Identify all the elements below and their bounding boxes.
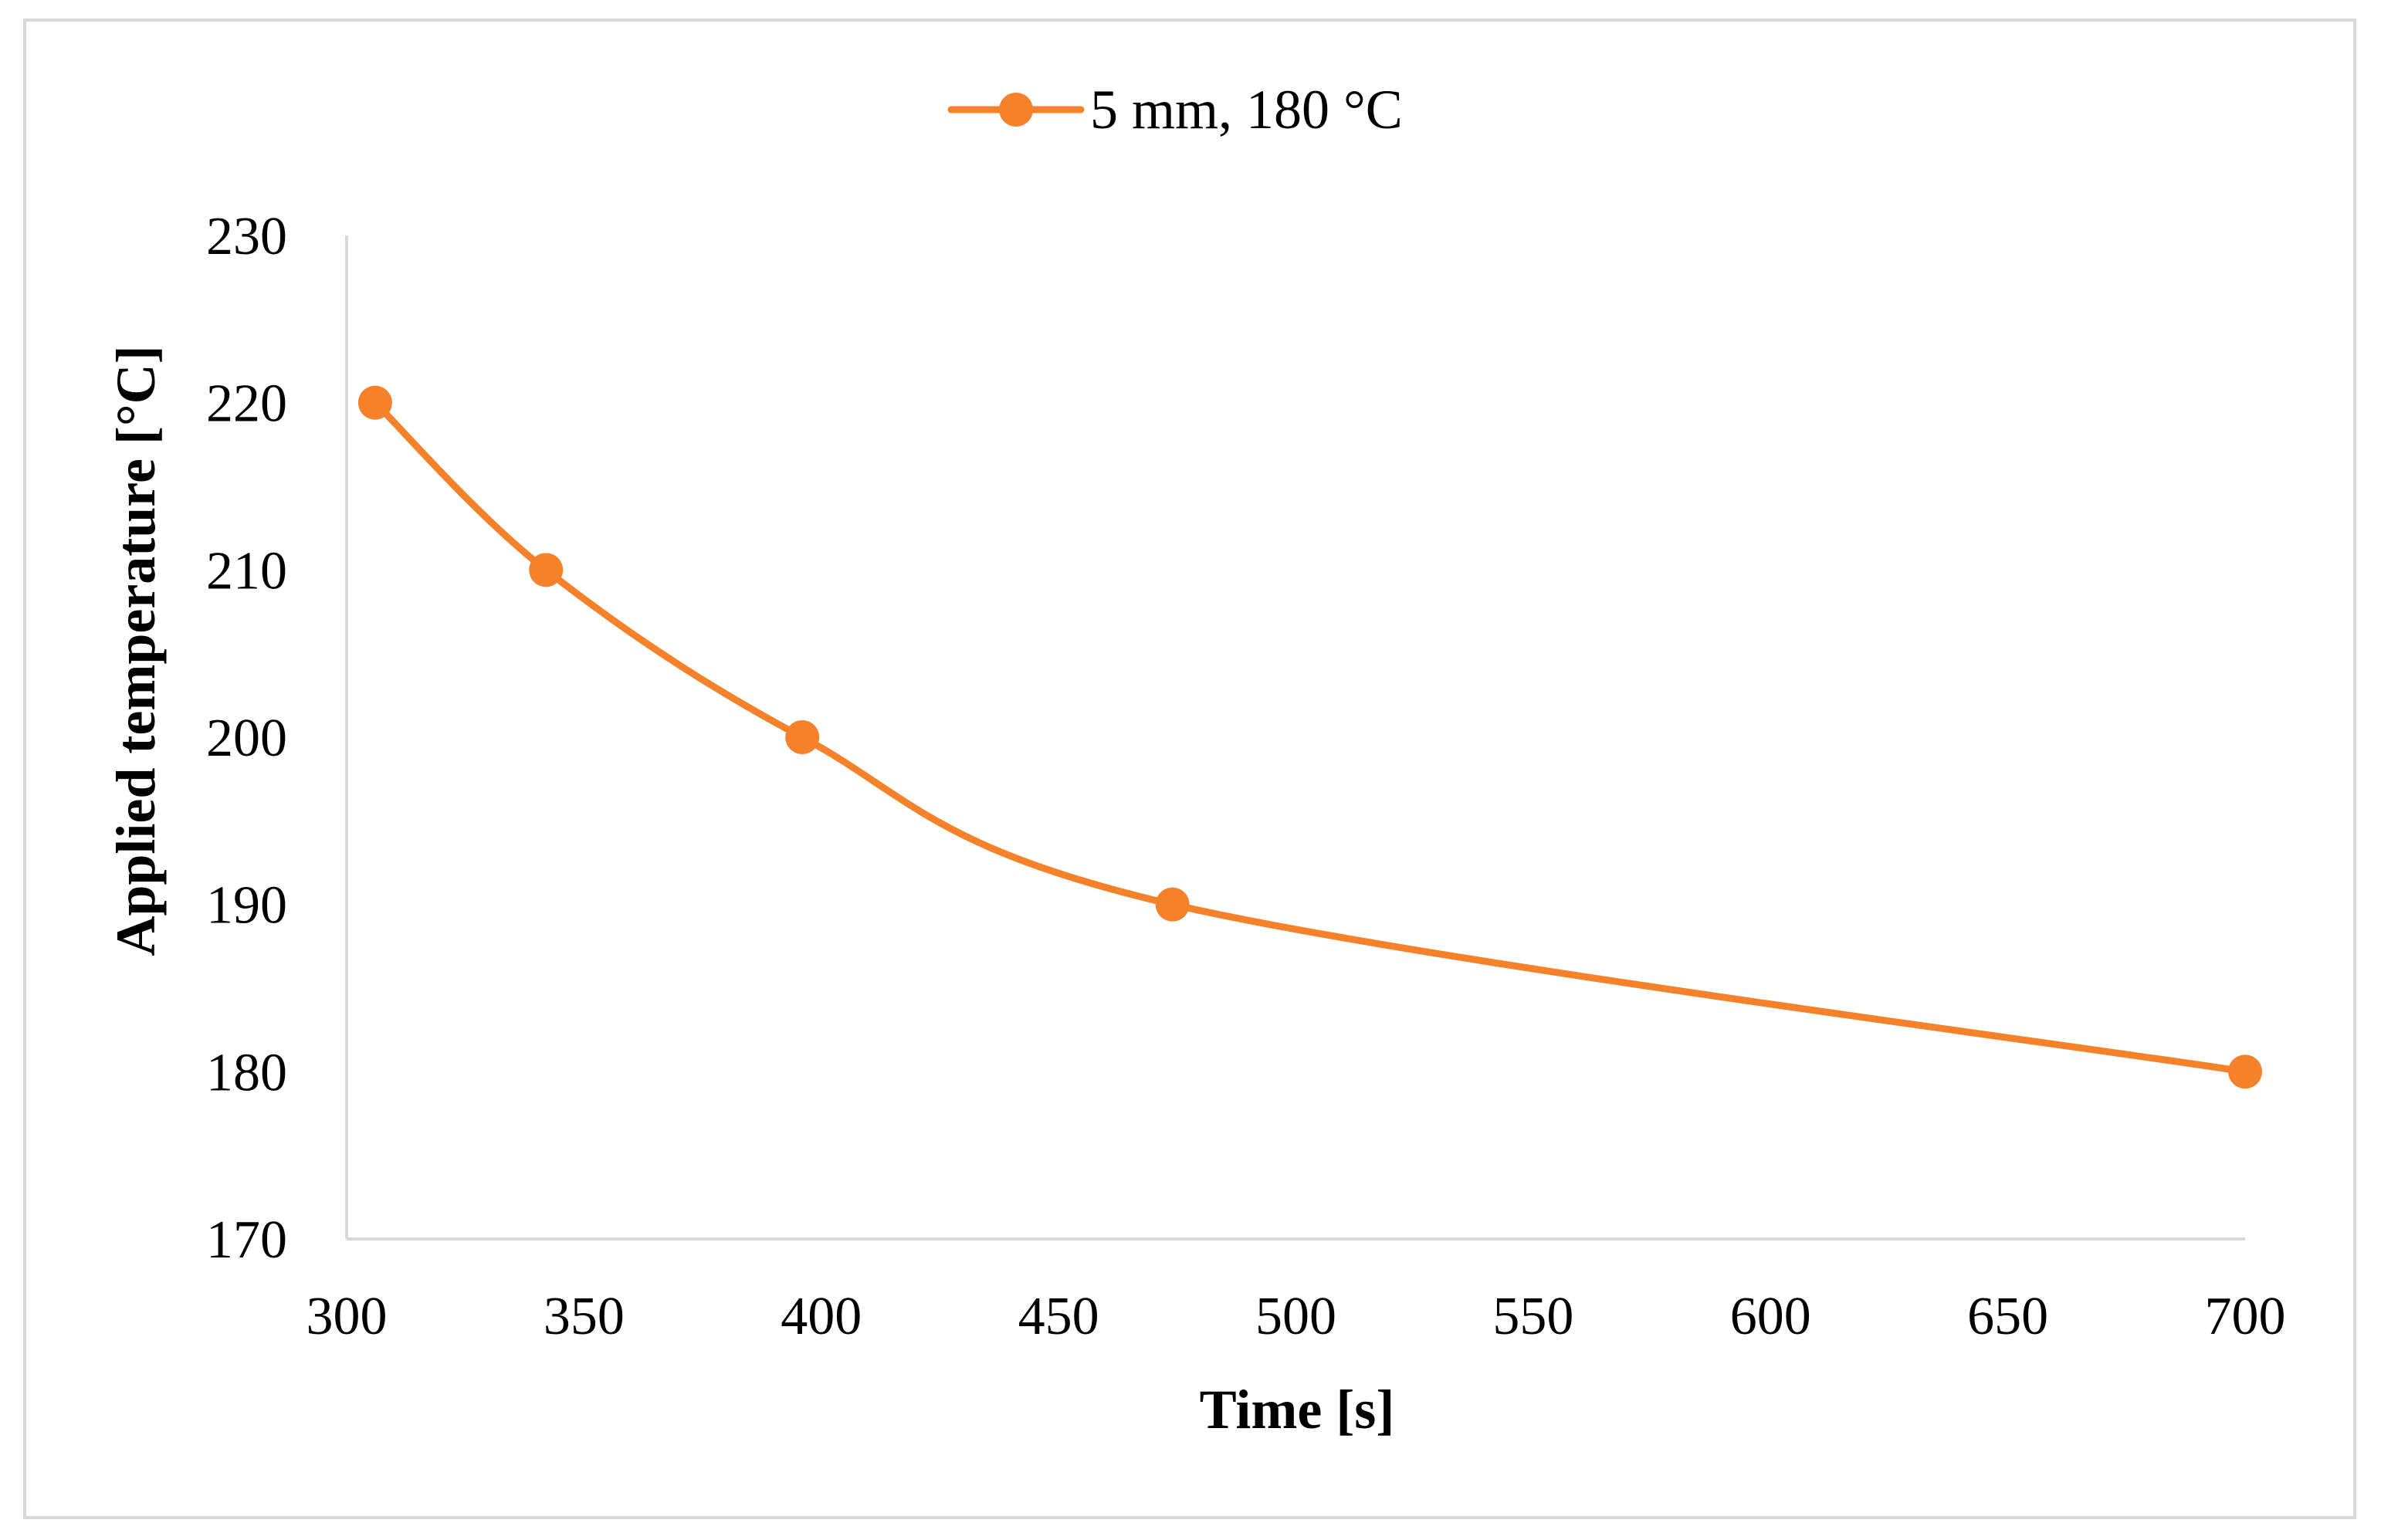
y-tick-label: 180 xyxy=(206,1043,287,1102)
x-tick-label: 400 xyxy=(781,1287,862,1346)
x-tick-label: 500 xyxy=(1255,1287,1336,1346)
data-point xyxy=(785,720,820,754)
y-tick-label: 230 xyxy=(206,207,287,266)
data-point xyxy=(357,385,392,420)
legend-label: 5 mm, 180 °C xyxy=(1090,79,1403,140)
x-tick-labels: 300 350 400 450 500 550 600 650 700 xyxy=(307,1287,2286,1346)
data-point xyxy=(2228,1054,2262,1089)
series-line xyxy=(371,399,2249,1075)
y-tick-label: 220 xyxy=(206,374,287,434)
x-axis-title: Time [s] xyxy=(1200,1379,1395,1440)
plot-area xyxy=(357,385,2262,1089)
y-tick-label: 210 xyxy=(206,541,287,601)
legend-marker xyxy=(999,93,1033,127)
y-tick-label: 170 xyxy=(206,1210,287,1270)
data-point xyxy=(529,553,564,587)
chart-frame xyxy=(23,19,2356,1519)
x-tick-label: 700 xyxy=(2205,1287,2286,1346)
x-tick-label: 650 xyxy=(1967,1287,2048,1346)
x-tick-label: 300 xyxy=(307,1287,388,1346)
x-tick-label: 600 xyxy=(1730,1287,1811,1346)
x-tick-label: 350 xyxy=(544,1287,625,1346)
y-tick-labels: 170 180 190 200 210 220 230 xyxy=(206,207,287,1270)
x-tick-label: 450 xyxy=(1018,1287,1099,1346)
y-tick-label: 200 xyxy=(206,709,287,768)
y-axis-title: Applied temperature [°C] xyxy=(105,345,167,956)
axes xyxy=(345,235,2245,1240)
data-point xyxy=(1155,887,1190,922)
legend: 5 mm, 180 °C xyxy=(947,79,1403,140)
y-tick-label: 190 xyxy=(206,876,287,936)
x-tick-label: 550 xyxy=(1492,1287,1573,1346)
